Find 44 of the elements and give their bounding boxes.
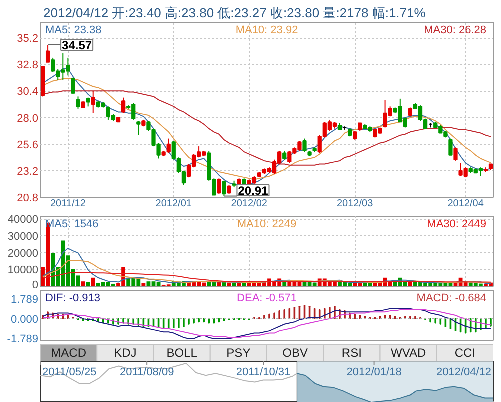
y-tick-label: 35.2 <box>17 33 39 46</box>
category-label: RSI <box>342 346 362 360</box>
text: MA30: 26.28 <box>424 24 486 36</box>
annotation: 34.57 <box>62 38 92 52</box>
series-label: DEA: -0.571 <box>237 292 297 304</box>
y-tick-label: 32.8 <box>17 60 39 72</box>
category-label: MACD <box>51 346 87 360</box>
category-label: PSY <box>226 346 251 360</box>
y-tick-label: 40000 <box>8 214 39 226</box>
y-tick-label: 28.0 <box>17 112 39 125</box>
x-tick-label: 2011/10/31 <box>236 366 291 378</box>
x-tick-label: 2012/01 <box>156 198 192 210</box>
y-tick-label: 1.789 <box>10 294 39 306</box>
y-tick-label: 30000 <box>8 230 39 243</box>
category-label: KDJ <box>114 346 137 360</box>
y-tick-label: -1.789 <box>7 334 39 346</box>
x-tick-label: 2012/04 <box>448 198 484 210</box>
text: MA5: 23.38 <box>46 24 102 36</box>
text: MA30: 2449 <box>427 218 487 230</box>
series-label: DIF: -0.913 <box>46 292 101 304</box>
x-tick-label: 2011/12 <box>50 198 86 210</box>
x-tick-label: 2012/02 <box>231 198 268 210</box>
x-tick-label: 2012/01/18 <box>346 366 402 378</box>
y-tick-label: 0.000 <box>10 314 39 326</box>
text: MA10: 23.92 <box>236 24 298 36</box>
x-tick-label: 2012/04/12 <box>436 366 492 378</box>
text: MA5: 1546 <box>46 218 99 230</box>
y-tick-label: 20.8 <box>17 192 39 204</box>
y-tick-label: 23.2 <box>17 166 39 178</box>
y-tick-label: 10000 <box>8 264 39 277</box>
annotation: 20.91 <box>238 184 269 198</box>
category-label: WVAD <box>391 346 426 360</box>
y-tick-label: 25.6 <box>17 139 39 152</box>
category-label: OBV <box>282 346 308 360</box>
category-label: BOLL <box>166 346 198 360</box>
text: MA10: 2249 <box>237 218 297 230</box>
x-tick-label: 2012/03 <box>337 198 374 210</box>
x-tick-label: 2011/05/25 <box>42 366 97 378</box>
chart-title: 2012/04/12 开:23.40 高:23.80 低:23.27 收:23.80 量:2178 幅:1.71% <box>44 6 426 20</box>
x-tick-label: 2011/08/09 <box>120 366 174 378</box>
y-tick-label: 20000 <box>8 248 39 260</box>
series-label: MACD: -0.684 <box>416 292 487 304</box>
y-tick-label: 30.4 <box>17 86 39 98</box>
category-label: CCI <box>454 346 476 360</box>
